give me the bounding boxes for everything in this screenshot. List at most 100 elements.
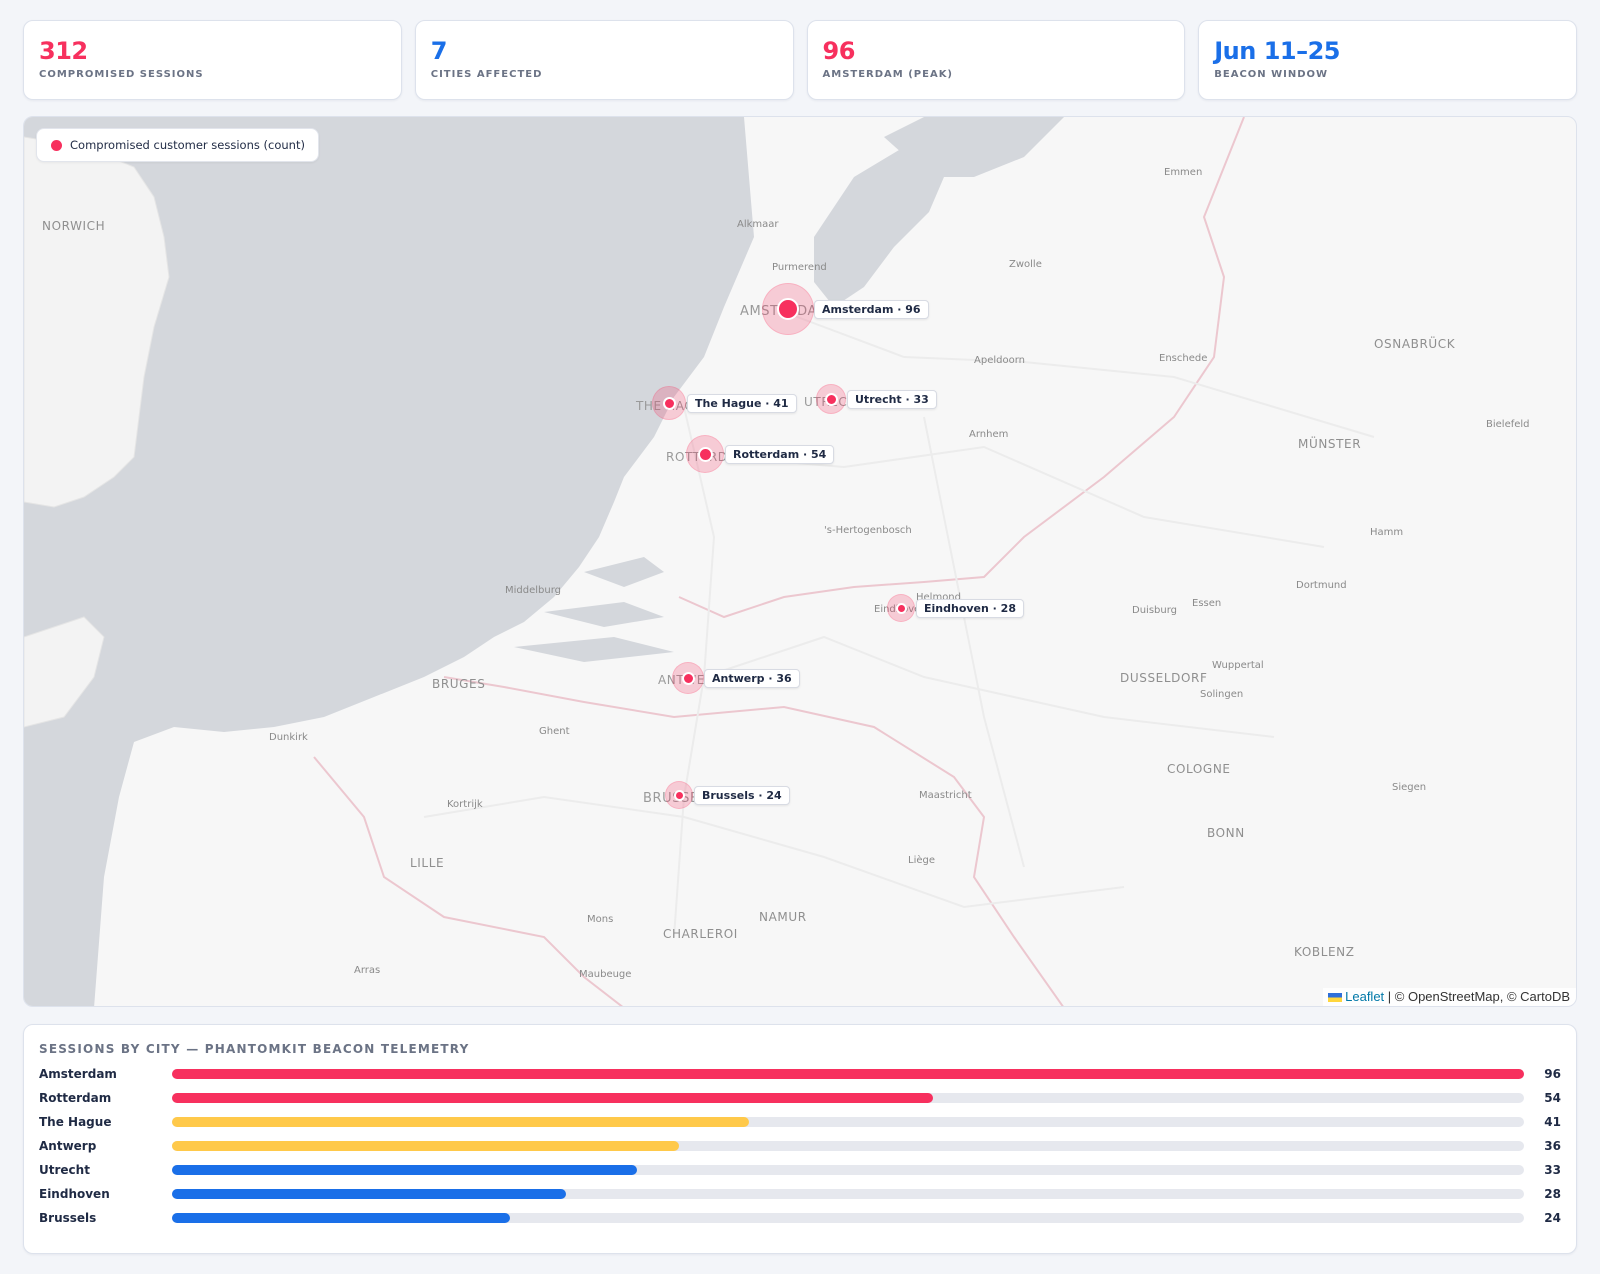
sessions-by-city-chart: SESSIONS BY CITY — PHANTOMKIT BEACON TEL… — [23, 1024, 1577, 1254]
stat-card-peak: 96 AMSTERDAM (PEAK) — [806, 20, 1186, 100]
place-label: OSNABRÜCK — [1374, 337, 1456, 351]
bar-row: Antwerp 36 — [39, 1134, 1561, 1158]
place-label: Alkmaar — [737, 219, 779, 230]
bar-rows: Amsterdam 96 Rotterdam 54 The Hague 41 Antwerp… — [39, 1062, 1561, 1230]
bar-category-label: Antwerp — [39, 1139, 97, 1153]
marker-dot — [777, 298, 799, 320]
bar-track — [172, 1213, 1524, 1223]
place-label: Middelburg — [505, 585, 562, 596]
place-label: Mons — [587, 914, 614, 925]
place-label: Helmond — [916, 592, 961, 603]
marker-label: Eindhoven · 28 — [916, 599, 1024, 618]
bar-row: The Hague 41 — [39, 1110, 1561, 1134]
bar-track — [172, 1069, 1524, 1079]
bar-fill — [172, 1069, 1524, 1079]
stat-value: Jun 11–25 — [1214, 37, 1341, 65]
place-label: Zwolle — [1009, 259, 1042, 270]
place-label: Emmen — [1164, 167, 1203, 178]
bar-row: Rotterdam 54 — [39, 1086, 1561, 1110]
bar-category-label: The Hague — [39, 1115, 112, 1129]
bar-category-label: Brussels — [39, 1211, 97, 1225]
marker-label: Utrecht · 33 — [847, 390, 937, 409]
attribution-text: | © OpenStreetMap, © CartoDB — [1384, 989, 1570, 1004]
bar-value-label: 54 — [1544, 1091, 1561, 1105]
stat-label: CITIES AFFECTED — [430, 69, 543, 80]
marker-label: Brussels · 24 — [694, 786, 790, 805]
ukraine-flag-icon — [1328, 993, 1343, 1002]
bar-track — [172, 1165, 1524, 1175]
place-label: 's-Hertogenbosch — [824, 525, 912, 536]
place-label: Duisburg — [1132, 605, 1177, 616]
bar-track — [172, 1141, 1524, 1151]
bar-fill — [172, 1093, 933, 1103]
bar-track — [172, 1093, 1524, 1103]
place-label: Solingen — [1200, 689, 1244, 700]
bar-category-label: Utrecht — [39, 1163, 90, 1177]
bar-track — [172, 1117, 1524, 1127]
legend-dot-icon — [51, 139, 62, 151]
leaflet-link[interactable]: Leaflet — [1345, 989, 1385, 1004]
place-label: NORWICH — [42, 219, 106, 233]
place-label: COLOGNE — [1167, 762, 1231, 776]
place-label: BONN — [1207, 826, 1245, 840]
bar-category-label: Eindhoven — [39, 1187, 110, 1201]
bar-category-label: Amsterdam — [39, 1067, 117, 1081]
chart-title: SESSIONS BY CITY — PHANTOMKIT BEACON TEL… — [39, 1042, 470, 1056]
place-label: Apeldoorn — [974, 355, 1025, 366]
bar-value-label: 41 — [1544, 1115, 1561, 1129]
marker-label: The Hague · 41 — [687, 394, 797, 413]
marker-dot — [698, 447, 713, 462]
bar-fill — [172, 1141, 679, 1151]
stat-cards: 312 COMPROMISED SESSIONS 7 CITIES AFFECT… — [23, 20, 1577, 100]
marker-dot — [663, 397, 676, 410]
stat-label: AMSTERDAM (PEAK) — [822, 69, 954, 80]
place-label: Bielefeld — [1486, 419, 1530, 430]
bar-row: Brussels 24 — [39, 1206, 1561, 1230]
marker-dot — [682, 672, 695, 685]
place-label: Kortrijk — [447, 799, 483, 810]
place-label: DUSSELDORF — [1120, 671, 1208, 685]
bar-row: Eindhoven 28 — [39, 1182, 1561, 1206]
bar-value-label: 33 — [1544, 1163, 1561, 1177]
bar-row: Amsterdam 96 — [39, 1062, 1561, 1086]
stat-label: BEACON WINDOW — [1214, 69, 1329, 80]
place-label: Dunkirk — [269, 732, 308, 743]
map-legend: Compromised customer sessions (count) — [36, 128, 319, 162]
marker-dot — [825, 393, 838, 406]
place-label: Essen — [1192, 598, 1222, 609]
place-label: Enschede — [1159, 353, 1208, 364]
place-label: Wuppertal — [1212, 660, 1264, 671]
place-label: Hamm — [1370, 527, 1404, 538]
bar-track — [172, 1189, 1524, 1199]
marker-label: Rotterdam · 54 — [725, 445, 835, 464]
bar-value-label: 24 — [1544, 1211, 1561, 1225]
bar-fill — [172, 1189, 567, 1199]
marker-label: Antwerp · 36 — [704, 669, 800, 688]
place-label: Dortmund — [1296, 580, 1347, 591]
place-label: CHARLEROI — [663, 927, 738, 941]
map-attribution: Leaflet | © OpenStreetMap, © CartoDB — [1323, 988, 1576, 1006]
stat-label: COMPROMISED SESSIONS — [39, 69, 204, 80]
bar-value-label: 28 — [1544, 1187, 1561, 1201]
stat-card-window: Jun 11–25 BEACON WINDOW — [1198, 20, 1577, 100]
place-label: Siegen — [1392, 782, 1427, 793]
place-label: Arnhem — [969, 429, 1009, 440]
place-label: BRUGES — [432, 677, 486, 691]
stat-value: 7 — [430, 37, 448, 65]
place-label: NAMUR — [759, 910, 807, 924]
bar-fill — [172, 1213, 510, 1223]
marker-label: Amsterdam · 96 — [814, 300, 929, 319]
bar-category-label: Rotterdam — [39, 1091, 112, 1105]
place-label: MÜNSTER — [1298, 437, 1362, 451]
map-panel[interactable]: NORWICH Alkmaar Purmerend Emmen Zwolle A… — [23, 116, 1577, 1007]
place-label: Maastricht — [919, 790, 972, 801]
bar-fill — [172, 1117, 750, 1127]
bar-row: Utrecht 33 — [39, 1158, 1561, 1182]
stat-card-cities: 7 CITIES AFFECTED — [414, 20, 794, 100]
place-label: Maubeuge — [579, 969, 632, 980]
place-label: Ghent — [539, 726, 570, 737]
place-label: Purmerend — [772, 262, 827, 273]
stat-card-sessions: 312 COMPROMISED SESSIONS — [23, 20, 402, 100]
basemap — [24, 117, 1375, 1006]
stat-value: 312 — [39, 37, 88, 65]
